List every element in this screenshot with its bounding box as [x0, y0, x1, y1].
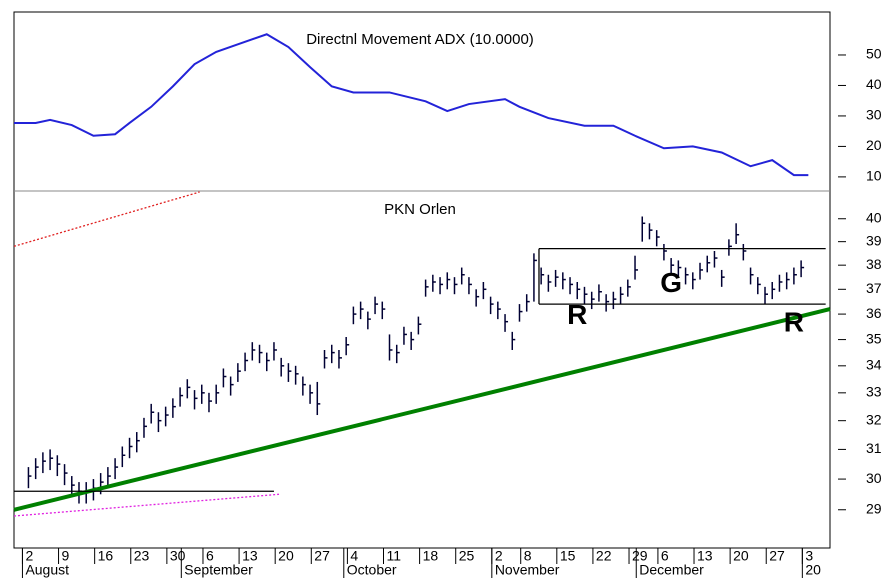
x-tick-label: 8 [524, 548, 532, 564]
x-tick-label: 6 [661, 548, 669, 564]
y-tick-label: 29 [866, 500, 882, 516]
x-tick-label: 3 [805, 548, 813, 564]
x-tick-label: 30 [170, 548, 186, 564]
y-tick-label: 20 [866, 137, 882, 153]
x-tick-label: 13 [697, 548, 713, 564]
y-tick-label: 37 [866, 280, 882, 296]
x-tick-label: 6 [206, 548, 214, 564]
x-tick-label: 27 [314, 548, 330, 564]
x-tick-label: 22 [596, 548, 612, 564]
y-tick-label: 34 [866, 357, 882, 373]
y-tick-label: 10 [866, 168, 882, 184]
x-tick-label: 4 [350, 548, 358, 564]
y-tick-label: 31 [866, 440, 882, 456]
y-tick-label: 33 [866, 384, 882, 400]
trend-line [13, 191, 200, 247]
y-tick-label: 50 [866, 46, 882, 62]
y-tick-label: 40 [866, 209, 882, 225]
y-tick-label: 38 [866, 256, 882, 272]
plot-frame [13, 11, 831, 549]
adx-title: Directnl Movement ADX (10.0000) [306, 31, 534, 48]
price-title: PKN Orlen [384, 201, 456, 218]
y-tick-label: 30 [866, 107, 882, 123]
x-tick-label: 20 [733, 548, 749, 564]
month-label: October [347, 562, 397, 578]
y-tick-label: 36 [866, 305, 882, 321]
adx-line [14, 33, 809, 177]
x-tick-label: 2 [495, 548, 503, 564]
y-tick-label: 39 [866, 232, 882, 248]
x-tick-label: 15 [560, 548, 576, 564]
x-tick-label: 25 [459, 548, 475, 564]
month-label: November [495, 562, 560, 578]
x-tick-label: 2 [25, 548, 33, 564]
trend-line [13, 307, 831, 512]
month-label: December [639, 562, 704, 578]
y-tick-label: 32 [866, 411, 882, 427]
x-tick-label: 23 [134, 548, 150, 564]
month-label: August [25, 562, 69, 578]
annotation: R [784, 307, 804, 338]
y-tick-label: 40 [866, 76, 882, 92]
x-tick-label: 20 [278, 548, 294, 564]
x-tick-label: 18 [423, 548, 439, 564]
month-label: September [184, 562, 253, 578]
x-tick-label: 27 [769, 548, 785, 564]
x-tick-label: 13 [242, 548, 258, 564]
trend-line [13, 493, 280, 517]
y-tick-label: 30 [866, 470, 882, 486]
y-tick-label: 35 [866, 330, 882, 346]
annotation: R [567, 299, 587, 330]
x-tick-label: 11 [387, 548, 402, 564]
month-label: 20 [805, 562, 821, 578]
x-tick-label: 16 [98, 548, 114, 564]
annotation: G [660, 267, 682, 298]
x-tick-label: 9 [62, 548, 70, 564]
